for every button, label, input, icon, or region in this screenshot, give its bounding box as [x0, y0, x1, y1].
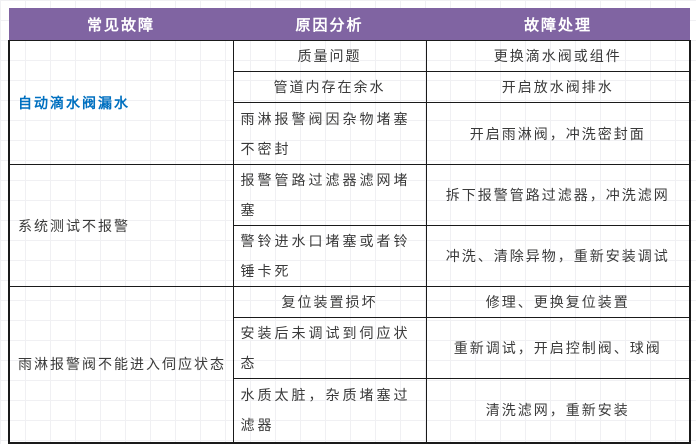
- cause-cell: 安装后未调试到伺应状态: [232, 317, 427, 379]
- cause-cell: 水质太脏，杂质堵塞过滤器: [232, 378, 427, 444]
- table-row: 安装后未调试到伺应状态 重新调试，开启控制阀、球阀: [9, 317, 691, 379]
- header-cell-fault-handling: 故障处理: [426, 8, 690, 41]
- cause-cell: 警铃进水口堵塞或者铃锤卡死: [232, 225, 427, 287]
- table-row: 自动滴水阀漏水 质量问题 更换滴水阀或组件: [8, 40, 691, 165]
- header-cell-cause-analysis: 原因分析: [233, 8, 426, 41]
- fault-table: 常见故障 原因分析 故障处理 自动滴水阀漏水 质量问题 更换滴水阀或组件 管道内存在余…: [8, 8, 691, 444]
- fault-cell: 雨淋报警阀不能进入伺应状态: [8, 286, 234, 444]
- table-header-row: 常见故障 原因分析 故障处理: [9, 8, 690, 41]
- sheet-area: 常见故障 原因分析 故障处理 自动滴水阀漏水 质量问题 更换滴水阀或组件 管道内存在余…: [8, 8, 691, 444]
- cause-cell: 质量问题: [232, 40, 427, 72]
- fault-cell: 系统测试不报警: [8, 164, 234, 287]
- cause-cell: 复位装置损坏: [232, 286, 427, 318]
- fault-cell: 自动滴水阀漏水: [8, 40, 234, 165]
- cause-cell: 报警管路过滤器滤网堵塞: [232, 164, 427, 226]
- fix-cell: 清洗滤网，重新安装: [425, 378, 691, 444]
- fix-cell: 开启雨淋阀，冲洗密封面: [425, 102, 691, 165]
- cause-cell: 管道内存在余水: [232, 71, 427, 103]
- table-row: 警铃进水口堵塞或者铃锤卡死 冲洗、清除异物，重新安装调试: [9, 225, 691, 287]
- table-row: 雨淋报警阀不能进入伺应状态 复位装置损坏 修理、更换复位装置: [8, 286, 691, 444]
- fix-cell: 拆下报警管路过滤器，冲洗滤网: [425, 164, 691, 226]
- table-row: 雨淋报警阀因杂物堵塞不密封 开启雨淋阀，冲洗密封面: [9, 102, 691, 165]
- table-row: 系统测试不报警 报警管路过滤器滤网堵塞 拆下报警管路过滤器，冲洗滤网: [8, 164, 691, 287]
- table-row: 管道内存在余水 开启放水阀排水: [9, 71, 691, 103]
- table-body: 自动滴水阀漏水 质量问题 更换滴水阀或组件 管道内存在余水 开启放水阀排水 雨淋报警阀因杂…: [8, 40, 691, 444]
- fix-cell: 冲洗、清除异物，重新安装调试: [425, 225, 691, 287]
- fix-cell: 更换滴水阀或组件: [425, 40, 691, 72]
- header-cell-common-faults: 常见故障: [9, 8, 233, 41]
- cause-cell: 雨淋报警阀因杂物堵塞不密封: [232, 102, 427, 165]
- fix-cell: 重新调试，开启控制阀、球阀: [425, 317, 691, 379]
- fix-cell: 开启放水阀排水: [425, 71, 691, 103]
- fix-cell: 修理、更换复位装置: [425, 286, 691, 318]
